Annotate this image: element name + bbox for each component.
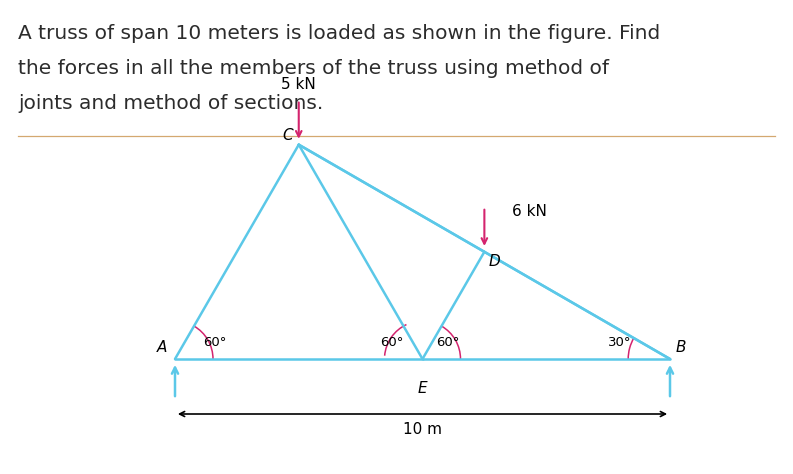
Text: 10 m: 10 m — [403, 422, 442, 437]
Text: 30°: 30° — [608, 336, 631, 349]
Text: joints and method of sections.: joints and method of sections. — [18, 94, 324, 113]
Text: 60°: 60° — [381, 336, 404, 349]
Text: 60°: 60° — [436, 336, 460, 349]
Text: 60°: 60° — [203, 336, 226, 349]
Text: A truss of span 10 meters is loaded as shown in the figure. Find: A truss of span 10 meters is loaded as s… — [18, 24, 661, 43]
Text: the forces in all the members of the truss using method of: the forces in all the members of the tru… — [18, 59, 609, 78]
Text: D: D — [488, 254, 500, 269]
Text: B: B — [676, 340, 687, 355]
Text: 5 kN: 5 kN — [282, 77, 316, 91]
Text: 6 kN: 6 kN — [512, 204, 547, 219]
Text: C: C — [282, 128, 293, 143]
Text: A: A — [157, 340, 167, 355]
Text: E: E — [418, 381, 427, 396]
